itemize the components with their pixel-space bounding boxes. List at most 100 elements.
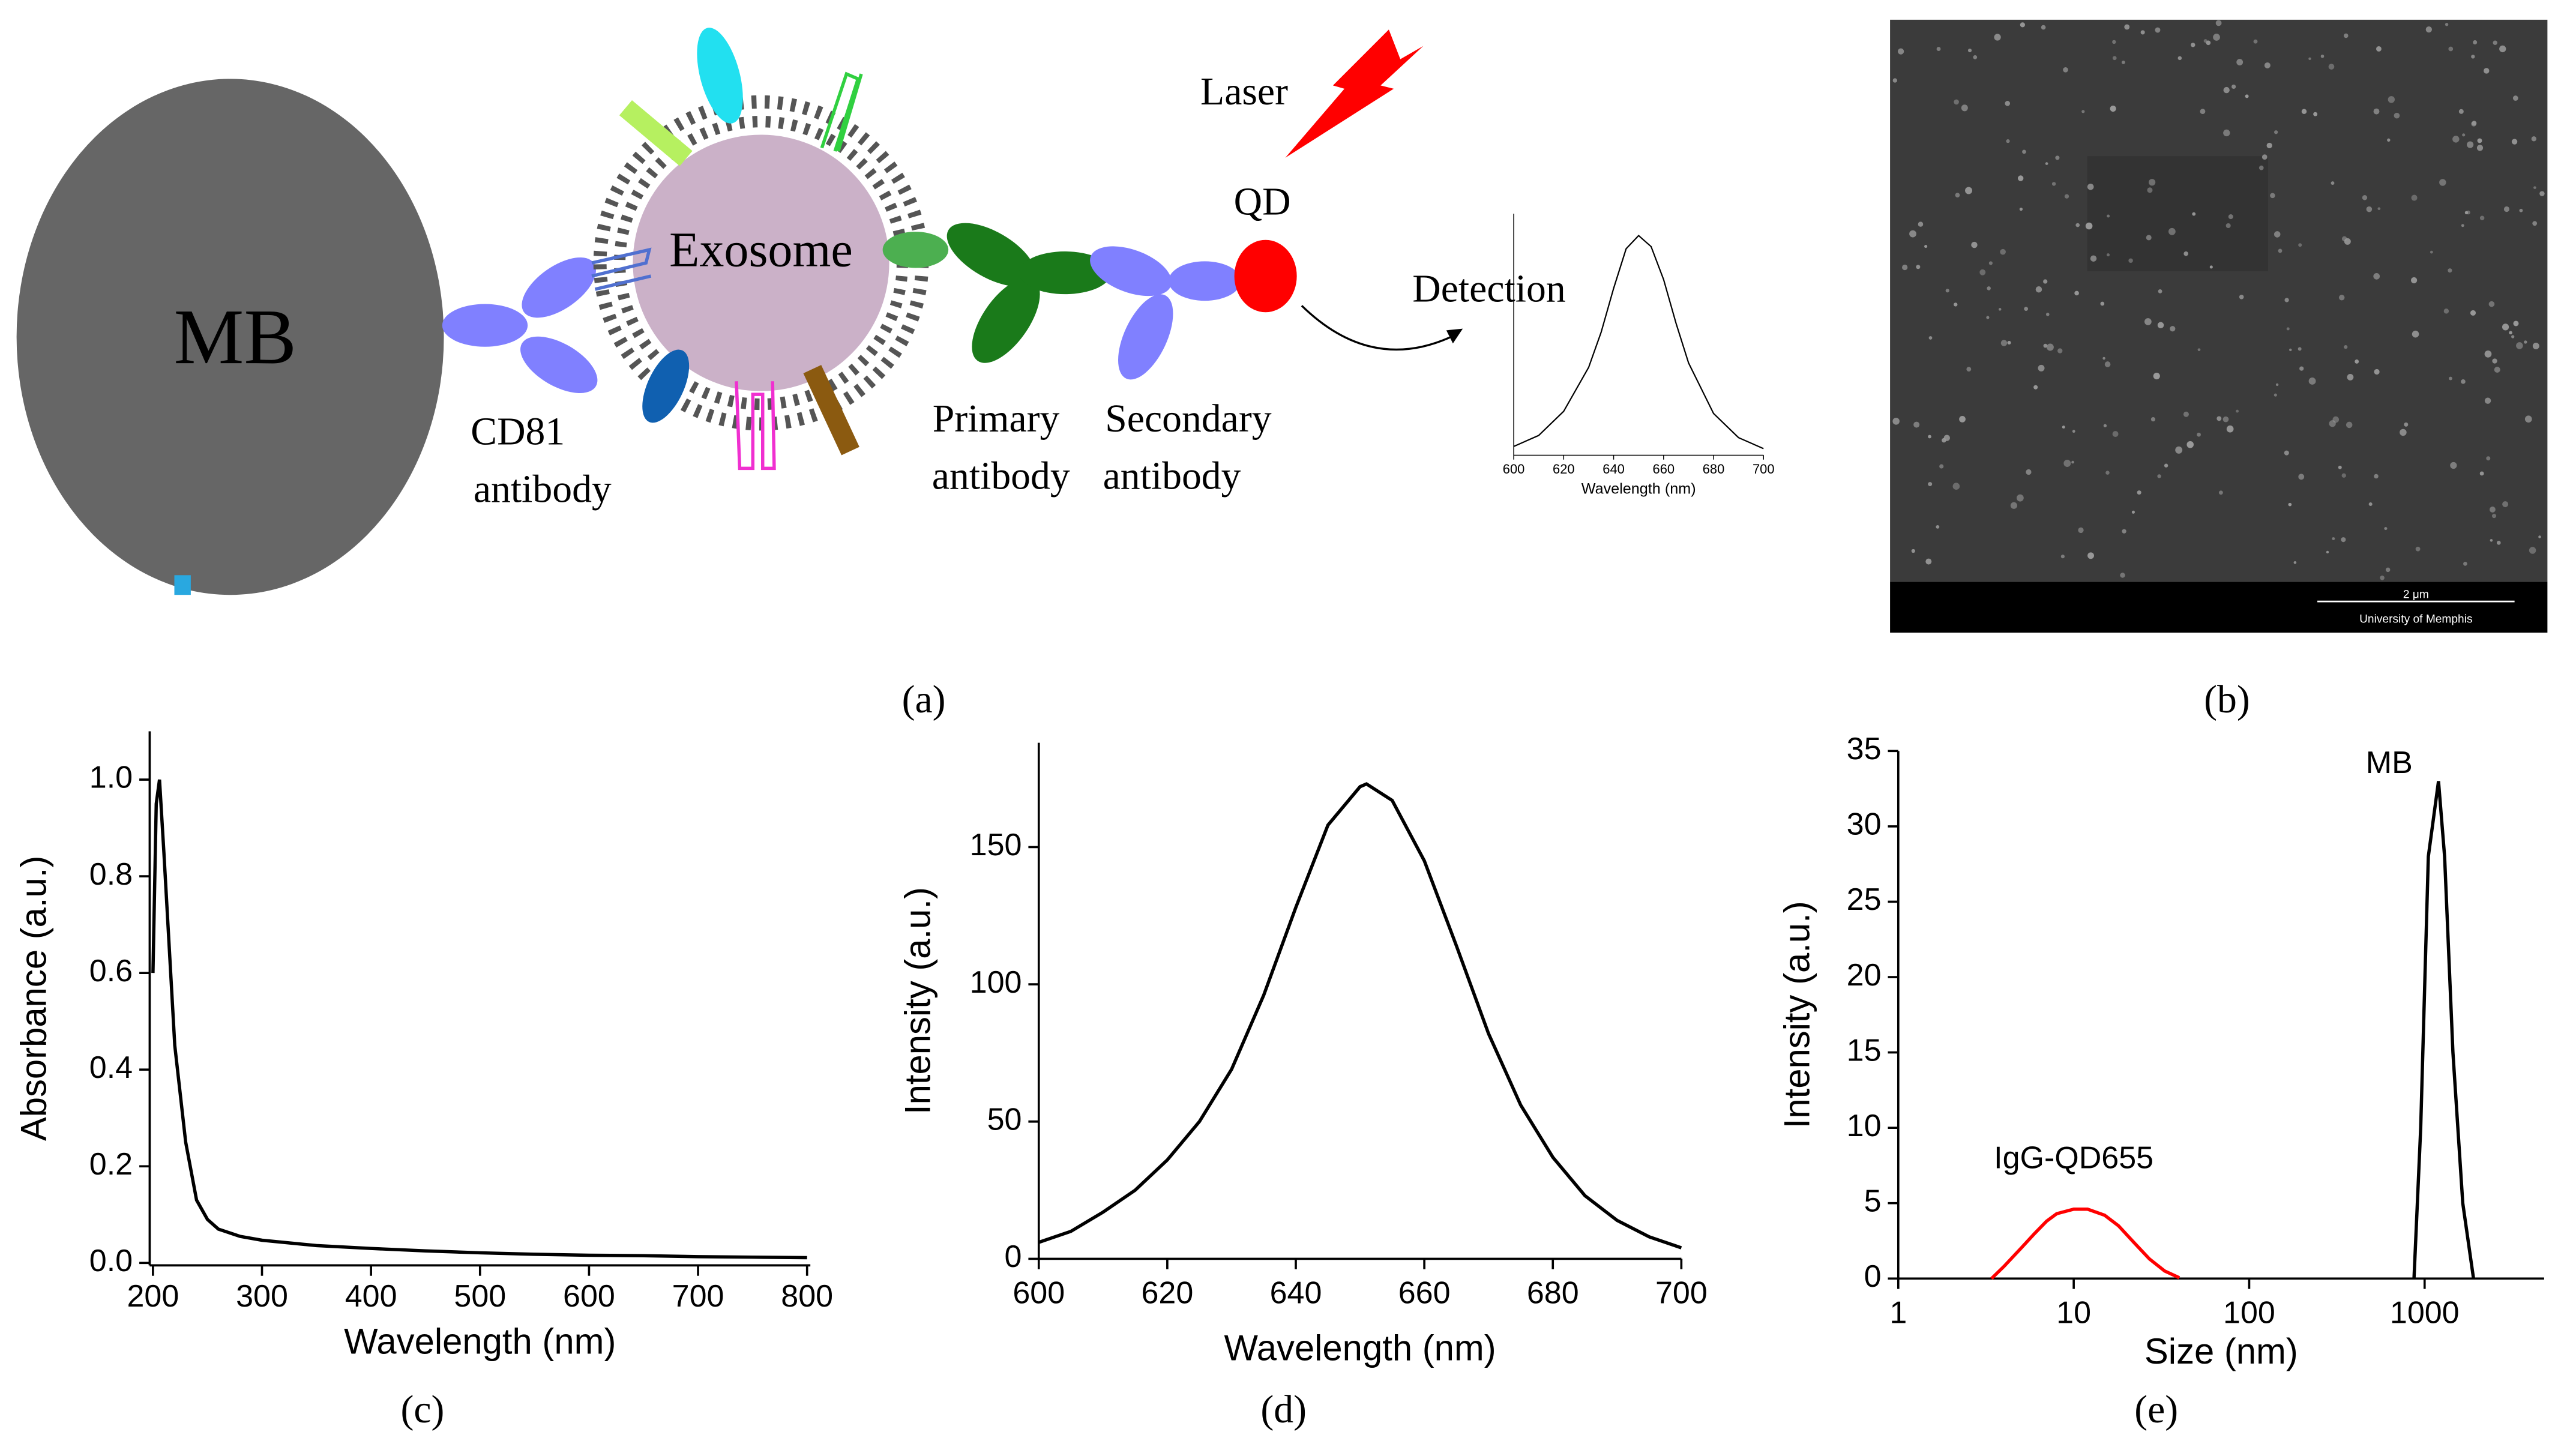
sem-particle	[2328, 64, 2335, 70]
sem-particle	[2532, 221, 2538, 226]
sem-particle	[2057, 348, 2063, 353]
sem-particle	[2158, 289, 2162, 293]
sem-particle	[2153, 372, 2160, 380]
sem-particle	[2104, 361, 2111, 367]
sem-particle	[2388, 96, 2395, 103]
sem-particle	[2368, 502, 2373, 507]
y-tick-label: 50	[987, 1102, 1022, 1137]
sem-particle	[2533, 186, 2536, 189]
sem-particle	[2532, 343, 2539, 350]
chart: 600 620 640 660 680 700 0 50 100 150 Wavelength (n…	[897, 742, 1708, 1368]
sem-particle	[2078, 527, 2084, 534]
sem-particle	[2026, 469, 2032, 475]
sem-particle	[2051, 182, 2056, 186]
x-tick-label: 600	[563, 1279, 615, 1314]
sem-shadow	[2087, 156, 2268, 271]
sem-particle	[2467, 141, 2474, 148]
sem-particle	[2384, 527, 2388, 531]
sem-particle	[2425, 26, 2432, 33]
y-tick-label: 10	[1847, 1109, 1882, 1143]
sem-particle	[2538, 535, 2541, 538]
sem-particle	[2213, 34, 2220, 41]
sem-particle	[2492, 358, 2497, 364]
sem-particle	[2502, 501, 2509, 508]
chart: 1 10 100 1000 0 5 10 15 20 25 30 35 Size (nm) Intensi…	[1777, 732, 2544, 1371]
sem-particle	[2524, 340, 2527, 344]
y-tick-label: 20	[1847, 958, 1882, 993]
sem-particle	[2177, 56, 2182, 61]
y-tick-label: 1.0	[89, 760, 133, 795]
sem-particle	[2366, 206, 2373, 212]
sem-particle	[2461, 224, 2464, 227]
sem-particle	[2493, 40, 2497, 45]
sem-particle	[2289, 348, 2292, 352]
sem-particle	[2017, 175, 2024, 181]
sem-particle	[2150, 417, 2156, 422]
sem-particle	[2539, 191, 2545, 196]
sem-particle	[2491, 514, 2497, 519]
sem-particle	[2183, 411, 2189, 417]
sem-particle	[2063, 460, 2071, 467]
sem-particle	[2288, 502, 2292, 507]
sem-particle	[2449, 376, 2452, 381]
sem-particle	[2043, 343, 2048, 348]
sem-particle	[2128, 258, 2133, 263]
laser-label: Laser	[1200, 70, 1288, 113]
sem-particle	[1892, 78, 1898, 83]
sem-particle	[2274, 231, 2281, 238]
x-tick-label: 680	[1703, 462, 1725, 477]
sem-particle	[2471, 55, 2475, 59]
sem-particle	[2200, 109, 2206, 114]
x-tick-label: 660	[1398, 1275, 1451, 1310]
x-axis-label: Size (nm)	[2144, 1331, 2298, 1371]
sem-particle	[2102, 356, 2105, 360]
data-line	[2412, 781, 2475, 1279]
sem-particle	[1988, 261, 1993, 265]
sem-particle	[2223, 86, 2230, 94]
sem-particle	[2298, 243, 2302, 247]
x-tick-label: 700	[672, 1279, 724, 1314]
arrow	[1301, 305, 1455, 351]
sem-image: 2 μm University of Memphis	[1890, 19, 2548, 633]
sem-particle	[2186, 441, 2194, 448]
sem-particle	[2019, 207, 2023, 211]
sem-particle	[2278, 248, 2283, 253]
sem-particle	[2081, 110, 2085, 113]
sem-particle	[2064, 194, 2069, 199]
x-tick-label: 600	[1013, 1275, 1065, 1310]
sem-particle	[2511, 139, 2518, 145]
series-label: IgG-QD655	[1994, 1140, 2153, 1175]
sem-particle	[2131, 510, 2135, 514]
sem-particle	[2320, 54, 2325, 58]
sem-particle	[2110, 105, 2116, 112]
sem-particle	[2284, 298, 2289, 302]
sem-particle	[2301, 109, 2307, 114]
sem-particle	[2512, 95, 2518, 101]
chart: 200 300 400 500 600 700 800 0.0 0.2 0.4 0.6 0.8 1.0 W…	[13, 731, 833, 1362]
sem-particle	[2472, 121, 2477, 126]
sem-particle	[2496, 541, 2501, 545]
sem-particle	[1973, 55, 1978, 59]
magnetic-bead	[16, 79, 444, 595]
series-label: MB	[2366, 745, 2413, 780]
sem-particle	[2164, 463, 2168, 468]
x-tick-label: 700	[1753, 462, 1775, 477]
panel-label: (e)	[2134, 1388, 2178, 1431]
cd81-label: CD81	[471, 410, 565, 454]
data-line	[1990, 1208, 2180, 1280]
sem-particle	[2120, 573, 2125, 578]
sem-particle	[2157, 474, 2161, 478]
sem-particle	[2090, 255, 2097, 262]
sem-particle	[2298, 347, 2302, 351]
sem-particle	[2473, 40, 2478, 45]
sem-particle	[2087, 183, 2094, 190]
sem-particle	[2016, 494, 2024, 502]
y-axis-label: Absorbance (a.u.)	[13, 856, 53, 1141]
sem-particle	[1897, 48, 1904, 55]
sem-particle	[2412, 330, 2419, 338]
sem-particle	[1928, 482, 1933, 487]
x-tick-label: 400	[345, 1279, 397, 1314]
sem-particle	[1936, 47, 1941, 51]
sem-particle	[2450, 462, 2457, 469]
sem-particle	[2430, 250, 2433, 254]
